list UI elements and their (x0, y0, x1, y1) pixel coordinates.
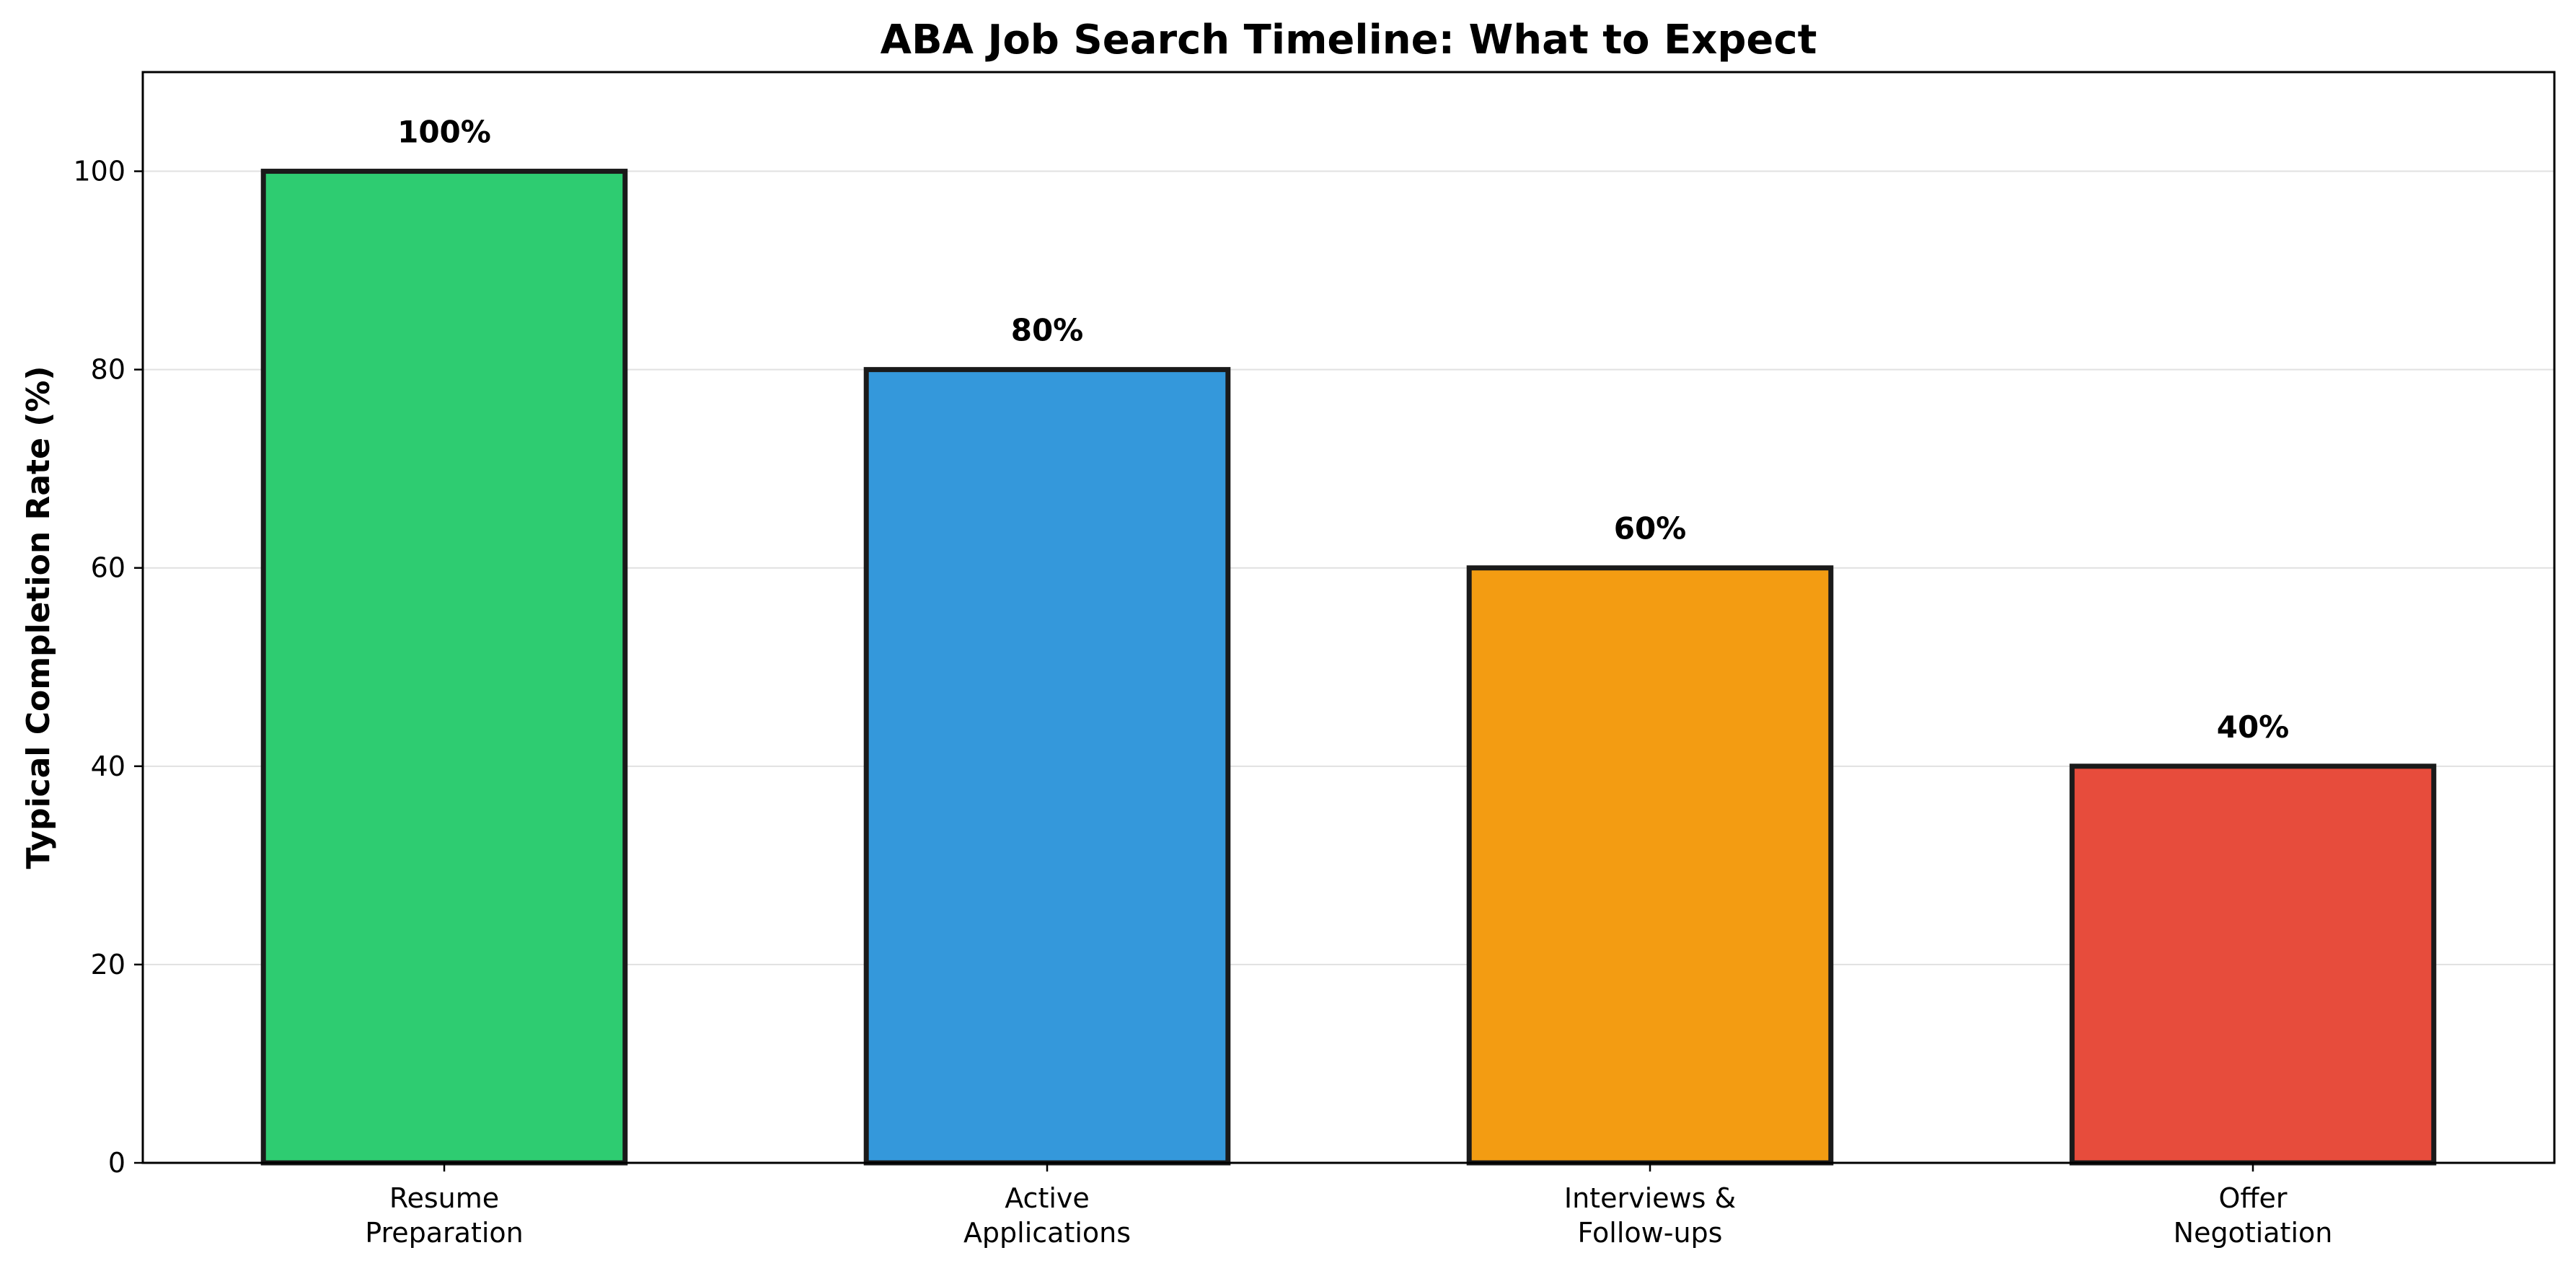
x-tick-label-1: Resume Preparation (365, 1182, 524, 1249)
x-tick-label-2: Active Applications (963, 1182, 1131, 1249)
x-tick-label-line: Offer (2218, 1182, 2287, 1214)
y-tick-label-20: 20 (91, 949, 125, 980)
x-tick-label-line: Negotiation (2174, 1217, 2333, 1249)
y-tick-label-80: 80 (91, 354, 125, 386)
bars (260, 169, 2437, 1166)
value-label-4: 40% (2217, 709, 2290, 745)
x-tick-label-3: Interviews & Follow-ups (1564, 1182, 1736, 1249)
bar-2 (863, 367, 1231, 1166)
axes: 0 20 40 60 80 100 Resume Preparation Active Appli… (73, 71, 2556, 1249)
x-tick-label-line: Follow-ups (1578, 1217, 1723, 1249)
value-labels: 100% 80% 60% 40% (397, 115, 2289, 745)
bar-3 (1466, 565, 1834, 1166)
bar-1 (260, 169, 628, 1166)
x-tick-label-line: Interviews & (1564, 1182, 1736, 1214)
y-tick-label-0: 0 (108, 1147, 125, 1179)
plot-frame (141, 71, 2556, 1164)
x-tick-label-line: Resume (389, 1182, 499, 1214)
value-label-3: 60% (1614, 511, 1687, 546)
x-tick-label-line: Preparation (365, 1217, 524, 1249)
x-tick-label-line: Active (1005, 1182, 1090, 1214)
chart-title: ABA Job Search Timeline: What to Expect (881, 17, 1817, 63)
y-tick-label-100: 100 (73, 156, 125, 187)
y-tick-label-40: 40 (91, 750, 125, 782)
value-label-2: 80% (1011, 313, 1084, 348)
x-tick-label-line: Applications (963, 1217, 1131, 1249)
y-axis-label: Typical Completion Rate (%) (20, 366, 57, 869)
bar-4 (2069, 763, 2437, 1166)
value-label-1: 100% (397, 115, 491, 150)
y-tick-label-60: 60 (91, 552, 125, 584)
x-tick-label-4: Offer Negotiation (2174, 1182, 2333, 1249)
